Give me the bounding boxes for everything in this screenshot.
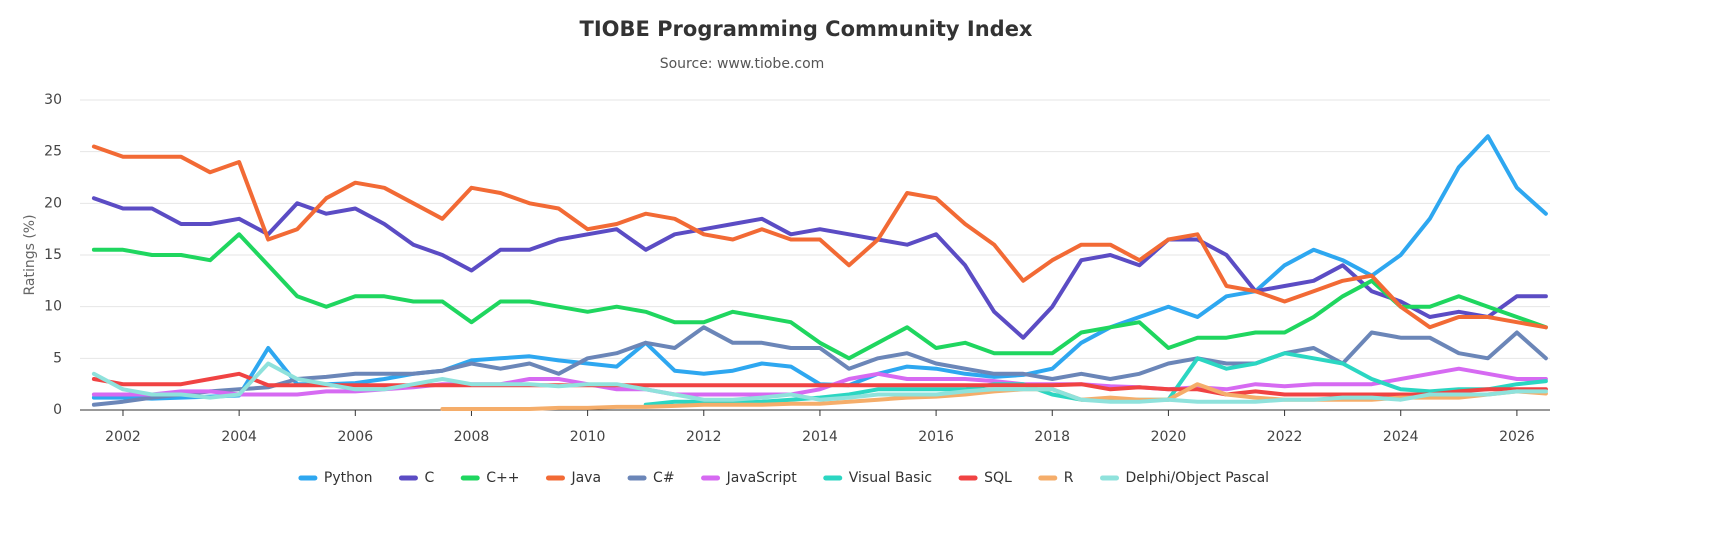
series-line bbox=[91, 361, 1548, 404]
chart-subtitle: Source: www.tiobe.com bbox=[660, 56, 825, 72]
y-tick-label: 30 bbox=[44, 92, 62, 108]
y-tick-label: 5 bbox=[53, 350, 62, 366]
x-tick-label: 2002 bbox=[105, 429, 141, 445]
series-line bbox=[440, 382, 1548, 411]
x-tick-label: 2012 bbox=[686, 429, 722, 445]
legend-label: Python bbox=[324, 470, 373, 486]
legend: Python C C++ Java C# JavaScript Visual Basic SQ… bbox=[298, 470, 1270, 486]
y-tick-label: 25 bbox=[44, 144, 62, 160]
x-tick-label: 2016 bbox=[918, 429, 954, 445]
x-tick-label: 2004 bbox=[221, 429, 257, 445]
x-tick-label: 2020 bbox=[1151, 429, 1187, 445]
legend-label: C bbox=[424, 470, 434, 486]
series-line bbox=[91, 196, 1548, 340]
y-tick-label: 0 bbox=[53, 402, 62, 418]
legend-label: JavaScript bbox=[726, 470, 798, 486]
series-line bbox=[91, 144, 1548, 330]
x-tick-label: 2008 bbox=[454, 429, 490, 445]
y-axis-title: Ratings (%) bbox=[22, 214, 38, 295]
series-line bbox=[91, 366, 1548, 397]
plot-lines bbox=[91, 134, 1548, 411]
x-tick-label: 2006 bbox=[337, 429, 373, 445]
chart-title: TIOBE Programming Community Index bbox=[580, 17, 1033, 41]
y-tick-label: 15 bbox=[44, 247, 62, 263]
x-tick-label: 2010 bbox=[570, 429, 606, 445]
y-tick-label: 20 bbox=[44, 195, 62, 211]
y-tick-label: 10 bbox=[44, 299, 62, 315]
legend-label: C++ bbox=[486, 470, 519, 486]
legend-label: Java bbox=[570, 470, 601, 486]
x-tick-label: 2018 bbox=[1034, 429, 1070, 445]
legend-label: Delphi/Object Pascal bbox=[1126, 470, 1270, 486]
x-tick-label: 2024 bbox=[1383, 429, 1419, 445]
x-tick-label: 2014 bbox=[802, 429, 838, 445]
legend-label: Visual Basic bbox=[849, 470, 932, 486]
legend-label: C# bbox=[653, 470, 675, 486]
series-line bbox=[91, 325, 1548, 407]
x-tick-label: 2022 bbox=[1267, 429, 1303, 445]
series-line bbox=[91, 232, 1548, 361]
x-tick-label: 2026 bbox=[1499, 429, 1535, 445]
legend-label: R bbox=[1064, 470, 1074, 486]
legend-label: SQL bbox=[984, 470, 1012, 486]
